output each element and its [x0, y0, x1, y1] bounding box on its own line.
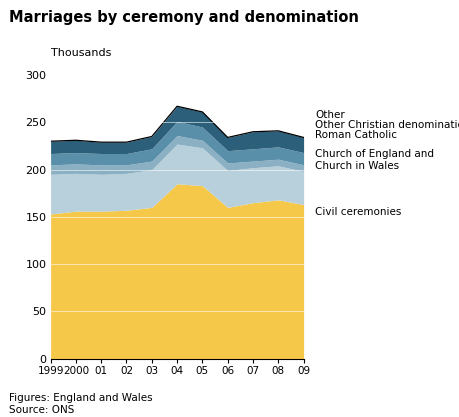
Text: Thousands: Thousands	[50, 48, 111, 58]
Text: Marriages by ceremony and denomination: Marriages by ceremony and denomination	[9, 10, 358, 25]
Text: Figures: England and Wales
Source: ONS: Figures: England and Wales Source: ONS	[9, 393, 152, 415]
Text: Civil ceremonies: Civil ceremonies	[314, 207, 401, 217]
Text: Other Christian denomination: Other Christian denomination	[314, 120, 459, 130]
Text: Roman Catholic: Roman Catholic	[314, 130, 396, 140]
Text: Church of England and
Church in Wales: Church of England and Church in Wales	[314, 149, 433, 171]
Text: Other: Other	[314, 110, 344, 120]
